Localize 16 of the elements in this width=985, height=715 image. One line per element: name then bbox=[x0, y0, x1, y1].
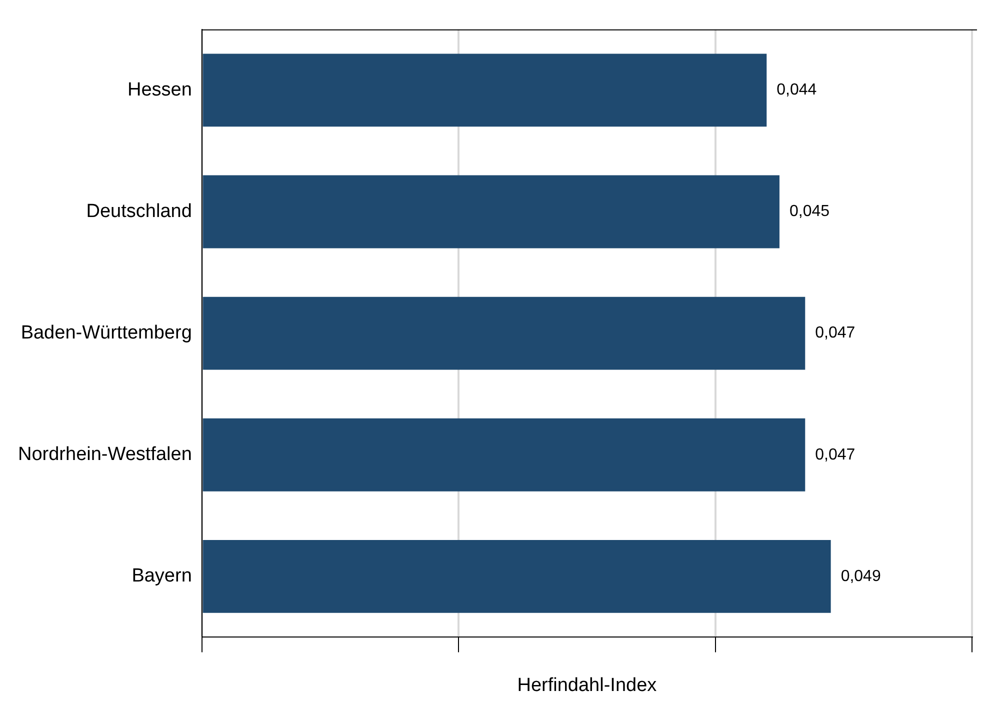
bar bbox=[202, 54, 767, 127]
data-label: 0,047 bbox=[815, 324, 856, 342]
bar bbox=[202, 540, 831, 613]
y-tick-label: Hessen bbox=[127, 79, 192, 100]
y-tick-label: Baden-Württemberg bbox=[20, 322, 192, 344]
data-label: 0,047 bbox=[815, 446, 856, 464]
bar bbox=[202, 418, 806, 492]
data-label: 0,044 bbox=[776, 82, 817, 99]
bar bbox=[202, 296, 806, 370]
data-label: 0,045 bbox=[789, 203, 830, 220]
bar bbox=[202, 175, 780, 248]
x-axis-title: Herfindahl-Index bbox=[517, 674, 658, 696]
y-tick-label: Nordrhein-Westfalen bbox=[18, 444, 192, 466]
y-tick-label: Bayern bbox=[132, 566, 192, 587]
y-tick-label: Deutschland bbox=[86, 200, 192, 222]
data-label: 0,049 bbox=[840, 568, 881, 585]
